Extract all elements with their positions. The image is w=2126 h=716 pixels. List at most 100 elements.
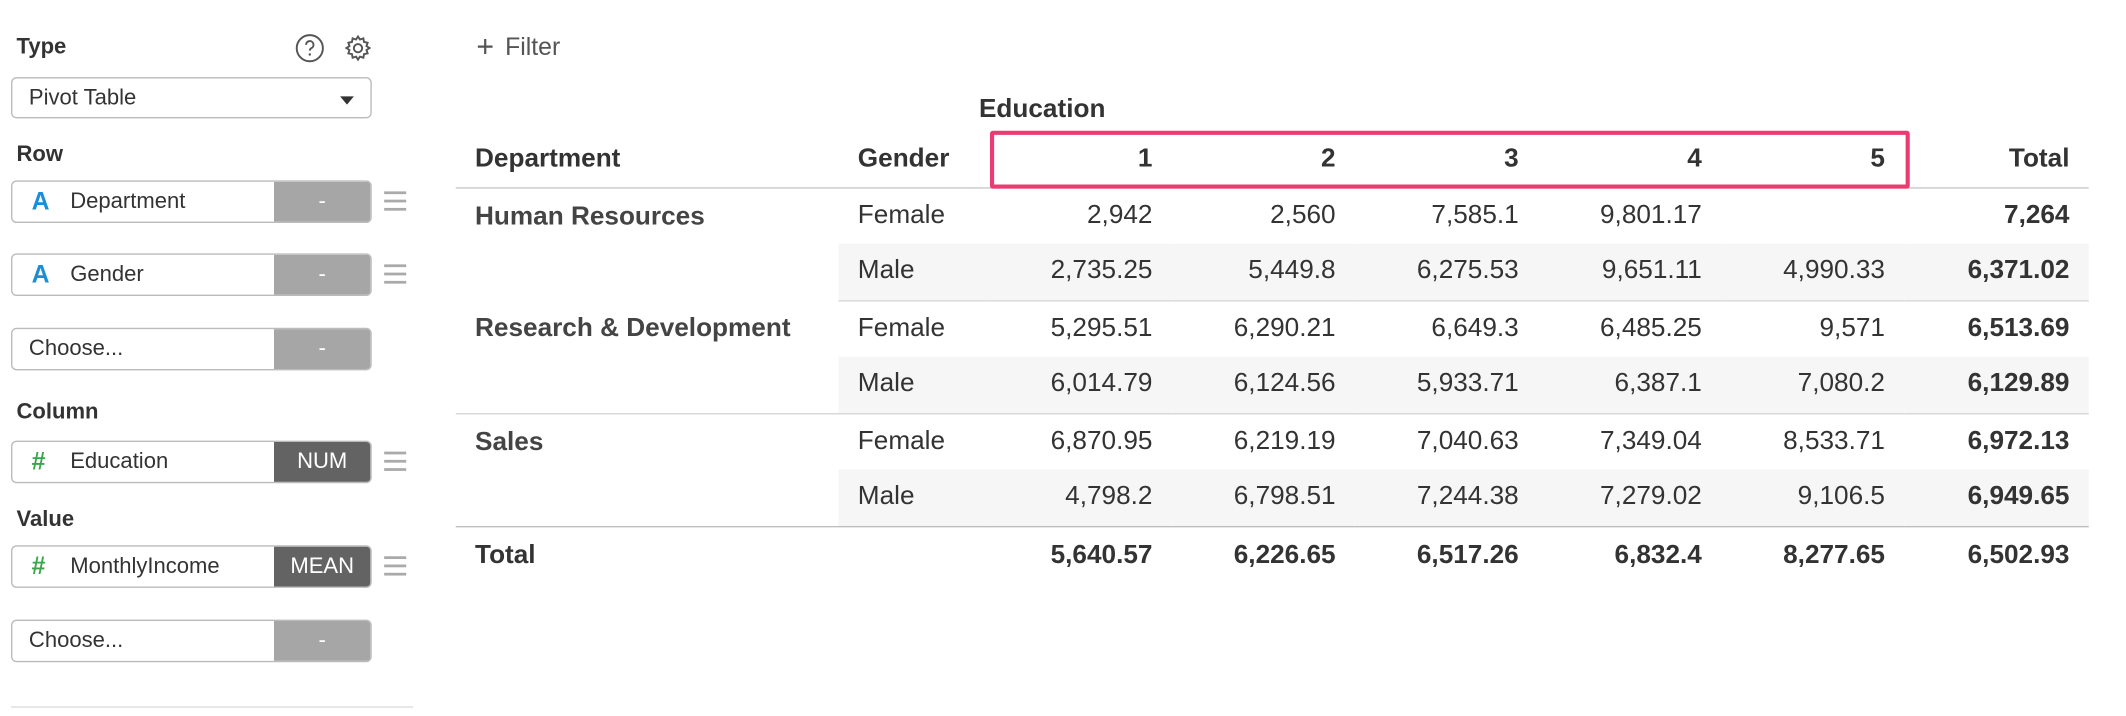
gear-icon[interactable] (343, 33, 373, 63)
gender-cell: Male (838, 356, 989, 414)
row-choose-field[interactable]: Choose... - (11, 327, 372, 371)
column-group-title: Education (978, 95, 1106, 124)
department-cell: Research & Development (455, 300, 839, 414)
value-cell: 2,560 (1270, 200, 1336, 230)
row-choose-placeholder: Choose... (28, 337, 124, 361)
value-cell: 6,219.19 (1233, 426, 1336, 456)
table-row: Male 2,735.25 5,449.8 6,275.53 9,651.11 … (456, 243, 2089, 301)
column-header[interactable]: 5 (1721, 132, 1905, 188)
column-total-cell: 5,640.57 (988, 525, 1172, 587)
column-header[interactable]: 3 (1354, 132, 1538, 188)
drag-handle-icon[interactable] (384, 451, 407, 471)
type-label: Type (16, 35, 67, 60)
gender-cell: Male (838, 469, 989, 526)
row-field-option-button[interactable]: - (274, 254, 371, 295)
department-cell: Sales (475, 427, 544, 457)
value-cell: 5,449.8 (1171, 243, 1355, 301)
chevron-down-icon (340, 96, 354, 105)
value-cell: 6,387.1 (1537, 356, 1722, 414)
column-header[interactable]: 1 (988, 132, 1172, 188)
value-field-monthlyincome[interactable]: # MonthlyIncome MEAN (11, 545, 372, 588)
value-cell: 8,533.71 (1783, 426, 1885, 456)
help-circle-icon[interactable] (295, 33, 325, 63)
value-cell: 9,651.11 (1537, 243, 1722, 301)
total-label: Total (455, 525, 839, 587)
row-field-name: Gender (70, 262, 144, 287)
plus-icon: + (476, 28, 495, 64)
value-cell: 6,275.53 (1354, 243, 1538, 301)
number-type-icon: # (31, 552, 46, 580)
column-header[interactable]: 4 (1537, 132, 1722, 188)
chart-type-value: Pivot Table (28, 86, 137, 111)
column-total-cell: 8,277.65 (1721, 525, 1905, 587)
value-cell: 6,798.51 (1171, 469, 1355, 526)
column-header[interactable]: Gender (838, 132, 989, 188)
gender-cell: Female (857, 313, 946, 343)
number-type-icon: # (31, 447, 46, 476)
grand-total-cell: 6,502.93 (1904, 525, 2089, 587)
row-total-cell: 6,949.65 (1904, 469, 2089, 526)
row-field-department[interactable]: A Department - (11, 180, 372, 224)
filter-label: Filter (505, 33, 561, 61)
table-row: Human Resources Female 2,942 2,560 7,585… (456, 187, 2089, 243)
row-field-gender[interactable]: A Gender - (11, 253, 372, 297)
value-cell: 4,990.33 (1721, 243, 1905, 301)
panel-divider (11, 706, 414, 708)
value-cell: 7,080.2 (1721, 356, 1905, 414)
aggregation-button[interactable]: MEAN (274, 546, 371, 587)
column-label: Column (16, 400, 99, 425)
table-row: Male 6,014.79 6,124.56 5,933.71 6,387.1 … (456, 356, 2089, 414)
value-cell: 6,290.21 (1233, 313, 1336, 343)
drag-handle-icon[interactable] (384, 556, 407, 576)
value-cell: 5,295.51 (1050, 313, 1153, 343)
value-cell: 9,571 (1819, 313, 1885, 343)
value-cell: 6,124.56 (1171, 356, 1355, 414)
gender-cell: Female (857, 200, 946, 230)
value-cell: 5,933.71 (1354, 356, 1538, 414)
value-cell: 9,106.5 (1721, 469, 1905, 526)
value-choose-option-button[interactable]: - (274, 620, 371, 661)
header-row: Department Gender 1 2 3 4 5 Total (455, 132, 2089, 188)
value-choose-field[interactable]: Choose... - (11, 619, 372, 663)
value-cell (1721, 187, 1904, 243)
drag-handle-icon[interactable] (384, 191, 407, 211)
value-choose-placeholder: Choose... (28, 629, 124, 653)
row-field-name: Department (70, 190, 186, 214)
gender-cell: Female (857, 426, 946, 456)
gender-cell: Male (838, 243, 989, 301)
column-headers-highlight (989, 130, 1910, 189)
column-header[interactable]: 2 (1171, 132, 1355, 188)
row-label: Row (16, 143, 64, 167)
row-total-cell: 6,371.02 (1904, 243, 2089, 301)
value-cell: 7,585.1 (1431, 200, 1519, 230)
table-row: Male 4,798.2 6,798.51 7,244.38 7,279.02 … (456, 469, 2089, 526)
column-type-button[interactable]: NUM (274, 441, 371, 482)
value-cell: 6,649.3 (1431, 313, 1519, 343)
table-row: Research & Development Female 5,295.51 6… (455, 300, 2089, 414)
row-choose-option-button[interactable]: - (274, 329, 371, 370)
row-total-cell: 7,264 (2004, 200, 2070, 230)
value-cell: 9,801.17 (1600, 200, 1702, 230)
string-type-icon: A (31, 260, 50, 288)
grand-total-row: Total 5,640.57 6,226.65 6,517.26 6,832.4… (455, 525, 2089, 587)
column-header[interactable]: Department (455, 132, 839, 188)
value-cell: 7,349.04 (1600, 426, 1702, 456)
column-total-cell: 6,832.4 (1537, 525, 1722, 587)
table-row: Sales Female 6,870.95 6,219.19 7,040.63 … (456, 413, 2089, 469)
row-total-cell: 6,513.69 (1967, 313, 2070, 343)
value-cell: 7,279.02 (1537, 469, 1722, 526)
column-total-cell: 6,226.65 (1171, 525, 1355, 587)
row-field-option-button[interactable]: - (274, 181, 371, 222)
filter-button[interactable]: + Filter (476, 28, 561, 64)
column-header[interactable]: Total (1904, 132, 2089, 188)
department-cell: Human Resources (475, 201, 705, 231)
value-label: Value (16, 508, 75, 532)
value-cell: 6,014.79 (988, 356, 1172, 414)
chart-type-select[interactable]: Pivot Table (11, 77, 372, 119)
value-cell: 2,942 (1086, 200, 1153, 230)
value-cell: 7,244.38 (1354, 469, 1538, 526)
column-field-education[interactable]: # Education NUM (11, 440, 372, 484)
value-cell: 7,040.63 (1416, 426, 1519, 456)
drag-handle-icon[interactable] (384, 264, 407, 284)
value-cell: 4,798.2 (988, 469, 1172, 526)
